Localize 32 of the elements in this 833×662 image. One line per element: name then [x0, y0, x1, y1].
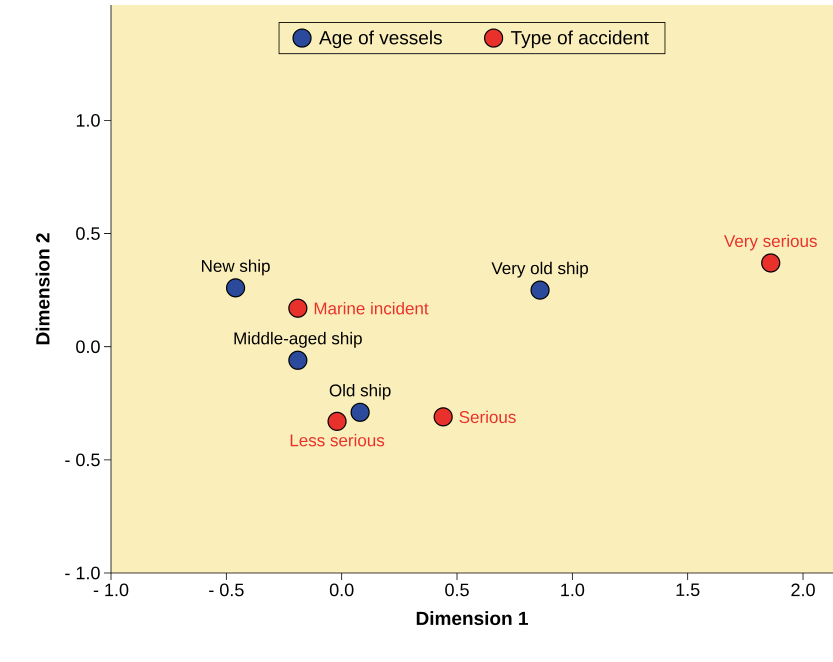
y-tick-label: 1.0	[76, 114, 100, 127]
x-axis-title: Dimension 1	[416, 611, 528, 626]
point	[761, 253, 780, 273]
x-tick-label: - 1.0	[94, 584, 128, 596]
y-tick-label: - 1.0	[65, 566, 100, 580]
x-tick-label: - 0.5	[209, 584, 244, 596]
annotation: Old ship	[330, 384, 391, 400]
point	[226, 278, 246, 298]
annotation: Middle-aged ship	[234, 332, 362, 348]
legend-label: Type of accident	[511, 30, 649, 48]
x-tick-label: 2.0	[791, 584, 815, 596]
point	[288, 350, 308, 370]
legend-label: Age of vessels	[319, 30, 442, 48]
y-tick-label: - 0.5	[65, 453, 100, 466]
point	[530, 280, 550, 300]
annotation: Less serious	[290, 434, 384, 446]
annotation: Very old ship	[491, 262, 588, 278]
point	[327, 412, 347, 431]
x-tick-label: 0.5	[445, 584, 469, 596]
annotation: Serious	[459, 410, 516, 424]
x-tick-label: 1.0	[561, 584, 584, 596]
point	[434, 407, 453, 426]
point	[350, 402, 370, 422]
y-axis-title: Dimension 2	[36, 233, 50, 344]
annotation: New ship	[202, 259, 270, 276]
annotation: Marine incident	[314, 302, 428, 314]
x-tick-label: 0.0	[330, 584, 354, 596]
annotation: Very serious	[724, 234, 817, 250]
point	[288, 298, 308, 318]
y-tick-label: 0.0	[76, 340, 100, 354]
y-tick-label: 0.5	[76, 227, 100, 240]
x-tick-label: 1.5	[676, 584, 700, 596]
